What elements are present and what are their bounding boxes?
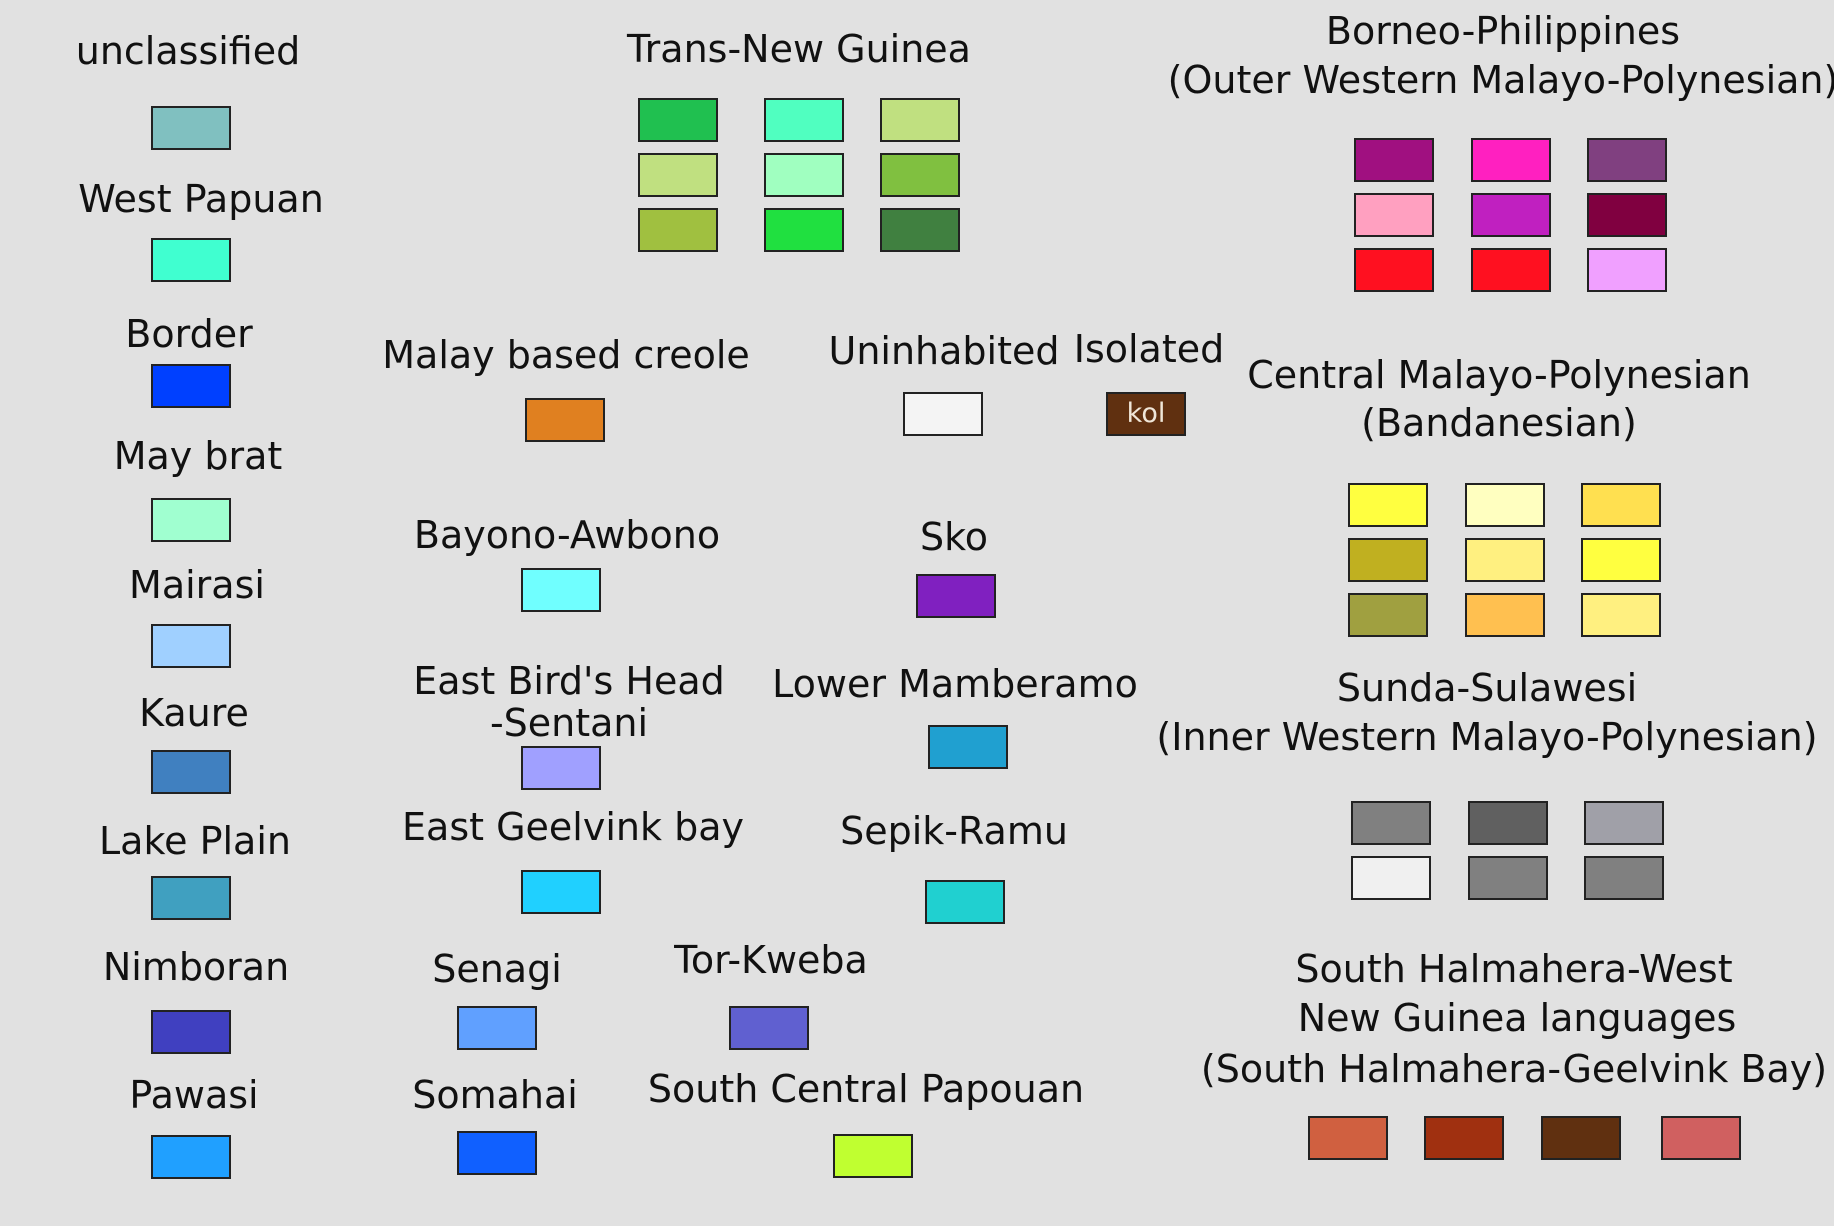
legend-label-uninhabited: Uninhabited [828, 329, 1060, 373]
swatch-mairasi [151, 624, 231, 668]
legend-label-pawasi: Pawasi [129, 1073, 259, 1117]
swatch-tng-9 [880, 208, 960, 252]
swatch-central-7 [1348, 593, 1428, 637]
swatch-halm-3 [1541, 1116, 1621, 1160]
swatch-nimboran [151, 1010, 231, 1054]
legend-label-central-malayo-polynesian-sub: (Bandanesian) [1361, 401, 1637, 445]
swatch-border [151, 364, 231, 408]
swatch-central-8 [1465, 593, 1545, 637]
swatch-central-4 [1348, 538, 1428, 582]
legend-label-borneo-philippines: Borneo-Philippines [1325, 9, 1681, 53]
legend-label-south-halmahera: South Halmahera-West [1295, 947, 1733, 991]
swatch-sunda-3 [1584, 801, 1664, 845]
swatch-borneo-6 [1587, 193, 1667, 237]
legend-label-borneo-philippines-sub: (Outer Western Malayo-Polynesian) [1167, 58, 1834, 102]
swatch-bayono-awbono [521, 568, 601, 612]
swatch-pawasi [151, 1135, 231, 1179]
legend-label-sunda-sulawesi: Sunda-Sulawesi [1336, 666, 1638, 710]
swatch-borneo-2 [1471, 138, 1551, 182]
swatch-tng-3 [880, 98, 960, 142]
legend-label-west-papuan: West Papuan [78, 177, 324, 221]
swatch-borneo-8 [1471, 248, 1551, 292]
swatch-halm-2 [1424, 1116, 1504, 1160]
legend-label-may-brat: May brat [113, 434, 283, 478]
legend-label-nimboran: Nimboran [102, 945, 290, 989]
swatch-lake-plain [151, 876, 231, 920]
legend-label-somahai: Somahai [412, 1073, 578, 1117]
swatch-sunda-5 [1468, 856, 1548, 900]
swatch-central-6 [1581, 538, 1661, 582]
legend-label-kaure: Kaure [139, 691, 249, 735]
swatch-east-geelvink-bay [521, 870, 601, 914]
swatch-halm-4 [1661, 1116, 1741, 1160]
legend-label-border: Border [125, 312, 253, 356]
swatch-tng-5 [764, 153, 844, 197]
swatch-central-3 [1581, 483, 1661, 527]
swatch-central-2 [1465, 483, 1545, 527]
swatch-borneo-4 [1354, 193, 1434, 237]
swatch-tng-1 [638, 98, 718, 142]
legend-label-south-halmahera-sub1: New Guinea languages [1297, 996, 1737, 1040]
swatch-sepik-ramu [925, 880, 1005, 924]
swatch-central-5 [1465, 538, 1545, 582]
swatch-sunda-1 [1351, 801, 1431, 845]
legend-label-sko: Sko [919, 515, 989, 559]
swatch-central-9 [1581, 593, 1661, 637]
swatch-borneo-1 [1354, 138, 1434, 182]
swatch-tng-8 [764, 208, 844, 252]
swatch-may-brat [151, 498, 231, 542]
swatch-isolated-text: kol [1126, 398, 1166, 429]
swatch-sko [916, 574, 996, 618]
swatch-malay-based-creole [525, 398, 605, 442]
swatch-borneo-9 [1587, 248, 1667, 292]
swatch-south-central-papouan [833, 1134, 913, 1178]
swatch-uninhabited [903, 392, 983, 436]
legend-label-bayono-awbono: Bayono-Awbono [413, 513, 721, 557]
legend-label-tor-kweba: Tor-Kweba [674, 938, 868, 982]
swatch-tng-2 [764, 98, 844, 142]
swatch-tor-kweba [729, 1006, 809, 1050]
swatch-sunda-4 [1351, 856, 1431, 900]
swatch-senagi [457, 1006, 537, 1050]
swatch-sunda-6 [1584, 856, 1664, 900]
swatch-central-1 [1348, 483, 1428, 527]
swatch-tng-6 [880, 153, 960, 197]
swatch-tng-7 [638, 208, 718, 252]
swatch-east-birds-head [521, 746, 601, 790]
swatch-west-papuan [151, 238, 231, 282]
legend-label-south-halmahera-sub2: (South Halmahera-Geelvink Bay) [1200, 1047, 1828, 1091]
swatch-borneo-3 [1587, 138, 1667, 182]
legend-label-south-central-papouan: South Central Papouan [647, 1067, 1085, 1111]
swatch-unclassified [151, 106, 231, 150]
legend-label-mairasi: Mairasi [129, 563, 265, 607]
legend-label-east-geelvink-bay: East Geelvink bay [402, 805, 744, 849]
legend-label-senagi: Senagi [432, 947, 562, 991]
legend-label-trans-new-guinea: Trans-New Guinea [627, 27, 971, 71]
legend-label-east-birds-head: East Bird's Head [413, 659, 725, 703]
legend-label-sepik-ramu: Sepik-Ramu [840, 809, 1068, 853]
swatch-sunda-2 [1468, 801, 1548, 845]
swatch-isolated: kol [1106, 392, 1186, 436]
swatch-tng-4 [638, 153, 718, 197]
legend-label-unclassified: unclassified [75, 29, 301, 73]
swatch-kaure [151, 750, 231, 794]
legend-label-east-birds-head-sub: -Sentani [489, 701, 649, 745]
swatch-borneo-7 [1354, 248, 1434, 292]
swatch-halm-1 [1308, 1116, 1388, 1160]
legend-label-lower-mamberamo: Lower Mamberamo [772, 662, 1138, 706]
legend-label-lake-plain: Lake Plain [99, 819, 291, 863]
swatch-borneo-5 [1471, 193, 1551, 237]
legend-label-sunda-sulawesi-sub: (Inner Western Malayo-Polynesian) [1156, 715, 1818, 759]
legend-label-isolated: Isolated [1073, 327, 1225, 371]
legend-label-central-malayo-polynesian: Central Malayo-Polynesian [1247, 353, 1751, 397]
swatch-somahai [457, 1131, 537, 1175]
legend-label-malay-based-creole: Malay based creole [382, 333, 750, 377]
swatch-lower-mamberamo [928, 725, 1008, 769]
